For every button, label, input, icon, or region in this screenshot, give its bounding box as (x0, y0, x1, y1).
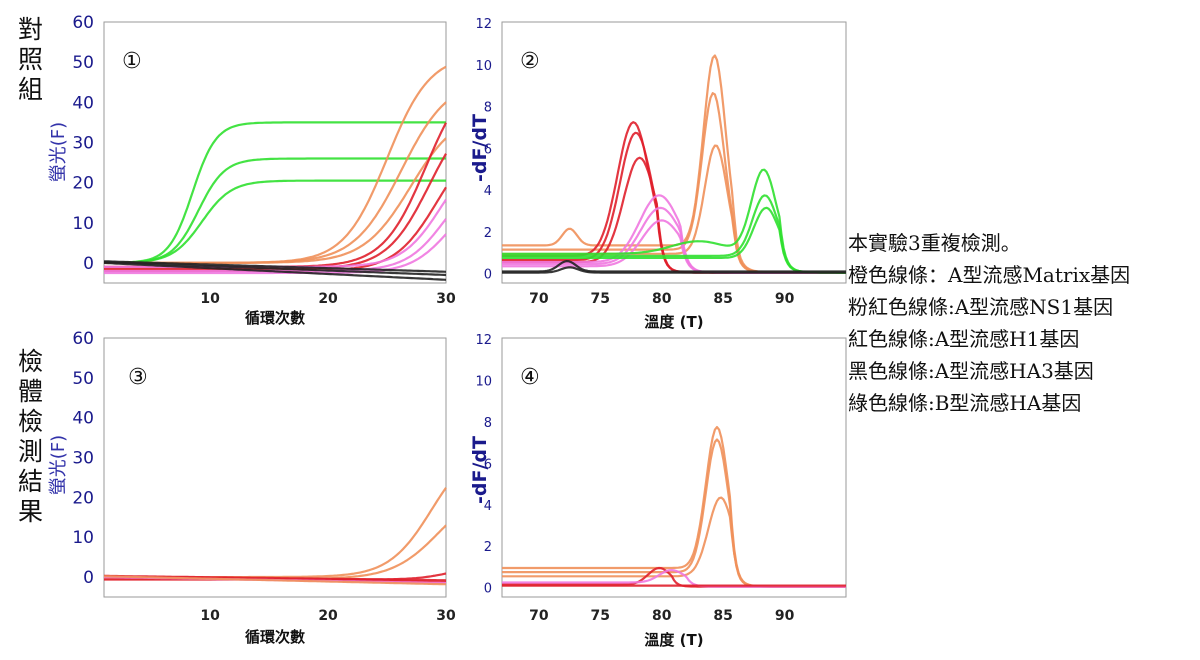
y-tick-label: 50 (72, 369, 94, 389)
chart-panel-4: 0 2 4 6 8 10 12 70 75 80 85 90 溫度 (T) -dF/dT ④ (469, 333, 847, 649)
y-tick-label: 4 (484, 184, 492, 199)
x-axis-label: 溫度 (T) (644, 631, 703, 649)
legend-line-red: 紅色線條:A型流感H1基因 (848, 327, 1079, 351)
legend-line-pink: 粉紅色線條:A型流感NS1基因 (848, 295, 1113, 319)
y-tick-label: 30 (72, 133, 94, 153)
legend-line-green: 綠色線條:B型流感HA基因 (848, 391, 1081, 415)
x-tick-label: 10 (200, 608, 220, 624)
y-tick-label: 10 (475, 59, 492, 74)
y-tick-label: 10 (475, 374, 492, 389)
x-axis-label: 循環次數 (245, 628, 305, 646)
x-tick-label: 75 (591, 608, 610, 624)
y-tick-label: 2 (484, 540, 492, 555)
series-line-black (103, 261, 447, 281)
y-tick-label: 0 (484, 582, 492, 597)
y-tick-label: 30 (72, 449, 94, 469)
x-tick-label: 90 (775, 608, 795, 624)
y-axis-label: -dF/dT (469, 436, 491, 504)
series-line-green (502, 206, 846, 274)
chart-panel-3: 0 10 20 30 40 50 60 10 20 30 循環次數 螢光(F) ③ (48, 329, 456, 646)
chart-panel-2: 0 2 4 6 8 10 12 70 75 80 85 90 溫度 (T) -dF/dT ② (469, 17, 847, 331)
series-line-black (502, 266, 846, 274)
legend-intro: 本實驗3重複檢測。 (848, 231, 1021, 255)
y-tick-label: 6 (484, 142, 492, 157)
x-tick-label: 20 (318, 608, 338, 624)
plot-frame (103, 21, 447, 284)
y-axis-label: 螢光(F) (48, 435, 69, 495)
series-line-black (103, 261, 447, 277)
series-line-green (104, 179, 446, 264)
plot-frame (501, 337, 847, 598)
x-tick-label: 75 (591, 291, 610, 307)
y-axis-label: -dF/dT (469, 114, 491, 182)
x-tick-label: 30 (436, 608, 456, 624)
x-tick-label: 90 (775, 291, 795, 307)
x-tick-label: 70 (529, 608, 549, 624)
y-tick-label: 12 (475, 17, 492, 32)
y-tick-label: 40 (72, 93, 94, 113)
x-tick-label: 80 (652, 291, 672, 307)
x-tick-label: 20 (318, 291, 338, 307)
series-line-black (103, 260, 447, 273)
panel-number: ① (122, 49, 142, 74)
series-line-orange (104, 575, 446, 586)
y-tick-label: 40 (72, 409, 94, 429)
x-axis-label: 循環次數 (245, 309, 305, 327)
plot-frame (103, 337, 447, 598)
x-tick-label: 85 (713, 291, 732, 307)
y-tick-label: 8 (484, 416, 492, 431)
panel-number: ③ (128, 365, 148, 390)
y-tick-label: 2 (484, 226, 492, 241)
y-tick-label: 12 (475, 333, 492, 348)
x-tick-label: 10 (200, 291, 220, 307)
x-axis-label: 溫度 (T) (644, 313, 703, 331)
y-tick-label: 20 (72, 488, 94, 508)
group-label-sample: 檢體檢測結果 (18, 347, 43, 526)
y-tick-label: 6 (484, 457, 492, 472)
y-tick-label: 10 (72, 528, 94, 548)
panel-number: ② (520, 49, 540, 74)
y-tick-label: 10 (72, 214, 94, 234)
y-tick-label: 4 (484, 499, 492, 514)
y-tick-label: 50 (72, 53, 94, 73)
group-label-control: 對照組 (18, 15, 43, 104)
y-tick-label: 0 (484, 268, 492, 283)
x-tick-label: 70 (529, 291, 549, 307)
x-tick-label: 80 (652, 608, 672, 624)
legend-line-orange: 橙色線條：A型流感Matrix基因 (848, 263, 1130, 287)
y-tick-label: 0 (83, 568, 94, 588)
y-tick-label: 8 (484, 101, 492, 116)
panel-number: ④ (520, 365, 540, 390)
y-tick-label: 60 (72, 13, 94, 33)
y-tick-label: 20 (72, 174, 94, 194)
legend-line-black: 黑色線條:A型流感HA3基因 (848, 359, 1094, 383)
y-tick-label: 0 (83, 254, 94, 274)
chart-panel-1: 0 10 20 30 40 50 60 10 20 30 循環次數 螢光(F) ① (48, 13, 456, 327)
y-tick-label: 60 (72, 329, 94, 349)
y-axis-label: 螢光(F) (48, 122, 69, 182)
series-line-green (104, 121, 446, 264)
x-tick-label: 30 (436, 291, 456, 307)
x-tick-label: 85 (713, 608, 732, 624)
